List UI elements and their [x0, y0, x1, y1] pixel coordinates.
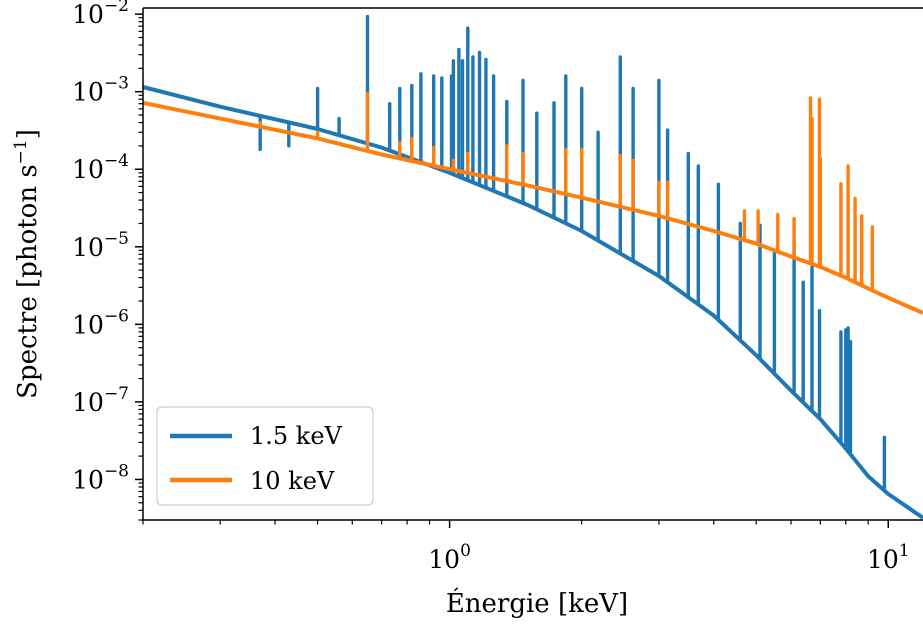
- y-tick-label: 10−6: [72, 306, 129, 339]
- y-axis-label-end: ]: [13, 129, 43, 139]
- legend-label-10-kev: 10 keV: [250, 467, 335, 495]
- series-1-5-kev-continuum: [143, 85, 923, 520]
- y-tick-label: 10−2: [72, 0, 129, 29]
- series-10-kev-continuum: [143, 100, 923, 315]
- y-tick-label: 10−8: [72, 461, 129, 494]
- series-10-kev: [143, 91, 923, 315]
- legend: 1.5 keV 10 keV: [156, 406, 374, 506]
- y-tick-label: 10−3: [72, 74, 129, 107]
- data-series-layer: [143, 14, 923, 520]
- y-axis-label: Spectre [photon s−1]: [11, 129, 43, 399]
- x-tick-label: 101: [867, 541, 910, 574]
- legend-label-1-5-kev: 1.5 keV: [250, 422, 343, 450]
- y-axis-label-sup: −1: [11, 139, 31, 164]
- y-tick-label: 10−4: [72, 151, 129, 184]
- x-axis-label: Énergie [keV]: [446, 587, 628, 619]
- y-tick-label: 10−5: [72, 229, 129, 262]
- x-tick-label: 100: [428, 541, 471, 574]
- y-tick-label: 10−7: [72, 384, 129, 417]
- ticks: 100 101 10−2 10−3 10−4 10−5 10−6 10−7 10−8: [72, 0, 909, 574]
- y-axis-label-main: Spectre [photon s: [13, 164, 43, 399]
